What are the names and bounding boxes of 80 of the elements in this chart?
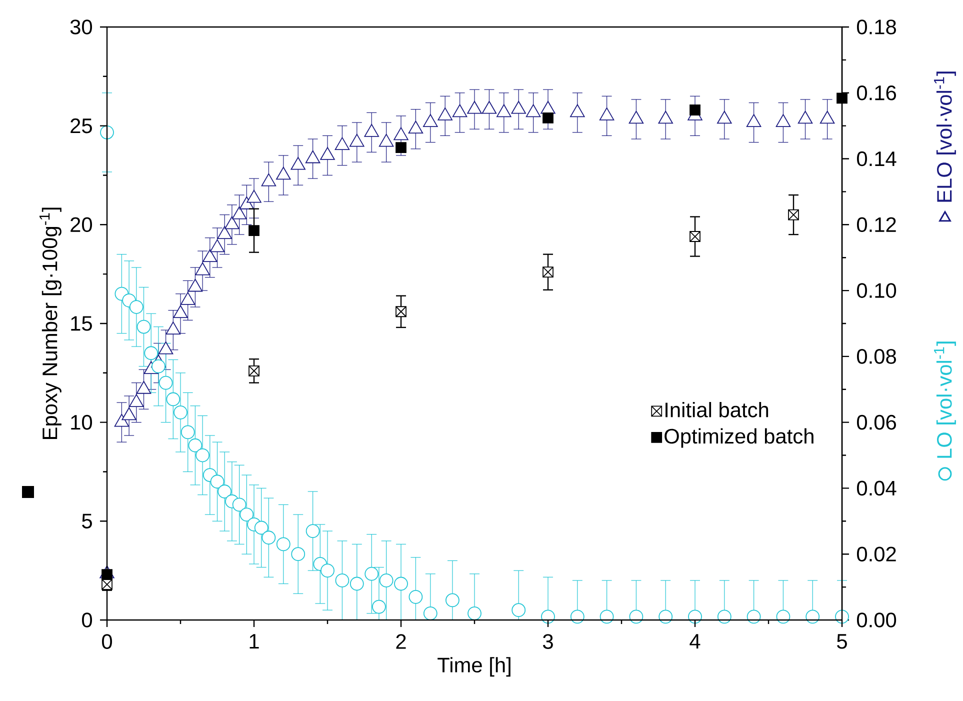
point xyxy=(746,114,762,127)
point xyxy=(526,104,541,118)
y2-tick-label: 0.04 xyxy=(856,480,896,496)
point xyxy=(438,107,452,120)
x-tick-label: 1 xyxy=(250,634,259,649)
point xyxy=(690,104,700,116)
x-tick-label: 5 xyxy=(837,634,847,649)
point xyxy=(776,114,791,127)
point xyxy=(396,142,406,154)
y-tick-label: 0 xyxy=(82,612,92,628)
point xyxy=(261,173,276,186)
point xyxy=(202,249,218,262)
point xyxy=(423,114,438,127)
y-axis-title: Epoxy Number [g·100g$^{-1}$] xyxy=(40,208,62,440)
point xyxy=(599,107,614,120)
x-tick-label: 2 xyxy=(396,634,406,649)
point xyxy=(276,166,291,180)
y-tick-label: 15 xyxy=(71,316,92,331)
point xyxy=(570,104,585,118)
point xyxy=(290,156,306,170)
point xyxy=(496,104,512,118)
point xyxy=(188,278,203,292)
point xyxy=(166,322,181,335)
text: LO [vol·vol$^{-1}$] xyxy=(934,342,956,458)
legend-label: Optimized batch xyxy=(664,428,814,448)
point xyxy=(173,305,188,318)
text: ELO [vol·vol$^{-1}$] xyxy=(934,72,956,202)
y2-tick-label: 0.12 xyxy=(856,217,896,232)
point xyxy=(798,110,813,124)
y2-tick-label: 0.10 xyxy=(856,283,896,298)
point xyxy=(129,394,144,407)
point xyxy=(320,147,335,160)
point xyxy=(122,407,136,420)
point xyxy=(542,112,554,124)
point xyxy=(136,380,152,394)
point xyxy=(628,110,644,124)
x-tick-label: 3 xyxy=(542,634,553,649)
y2-tick-label: 0.00 xyxy=(856,612,896,628)
point xyxy=(334,137,350,150)
point xyxy=(482,100,497,114)
y-tick-label: 5 xyxy=(82,514,92,528)
point xyxy=(820,110,835,124)
y2-tick-label: 0.06 xyxy=(856,414,896,430)
point xyxy=(540,100,556,114)
y2-tick-label: 0.08 xyxy=(856,349,896,364)
point xyxy=(224,216,240,230)
point xyxy=(248,225,260,236)
legend-label: Initial batch xyxy=(666,402,768,418)
point xyxy=(658,110,673,124)
y-tick-label: 30 xyxy=(70,20,92,34)
point xyxy=(102,569,112,580)
point xyxy=(195,262,210,276)
point xyxy=(158,341,174,354)
x-tick-label: 4 xyxy=(690,634,700,649)
point xyxy=(378,134,394,147)
point xyxy=(180,292,196,305)
point xyxy=(305,150,320,164)
point xyxy=(467,100,482,114)
point xyxy=(114,414,130,427)
point xyxy=(246,190,262,203)
y2-tick-label: 0.18 xyxy=(856,20,896,34)
y2-tick-label: 0.02 xyxy=(856,546,896,562)
point xyxy=(511,100,526,114)
y2-tick-label: 0.14 xyxy=(856,151,896,166)
point xyxy=(217,226,232,239)
x-tick-label: 0 xyxy=(102,634,112,649)
point xyxy=(350,134,364,147)
point xyxy=(364,124,379,137)
point xyxy=(452,104,468,118)
point xyxy=(232,206,247,220)
point xyxy=(717,110,732,124)
y-tick-label: 10 xyxy=(71,414,92,430)
point xyxy=(408,120,424,134)
point xyxy=(394,127,408,140)
y2-tick-label: 0.16 xyxy=(856,85,896,100)
y-tick-label: 20 xyxy=(70,217,92,232)
x-axis-title: Time [h] xyxy=(438,657,510,677)
y-tick-label: 25 xyxy=(70,118,92,134)
point xyxy=(210,239,225,252)
point xyxy=(836,92,848,104)
